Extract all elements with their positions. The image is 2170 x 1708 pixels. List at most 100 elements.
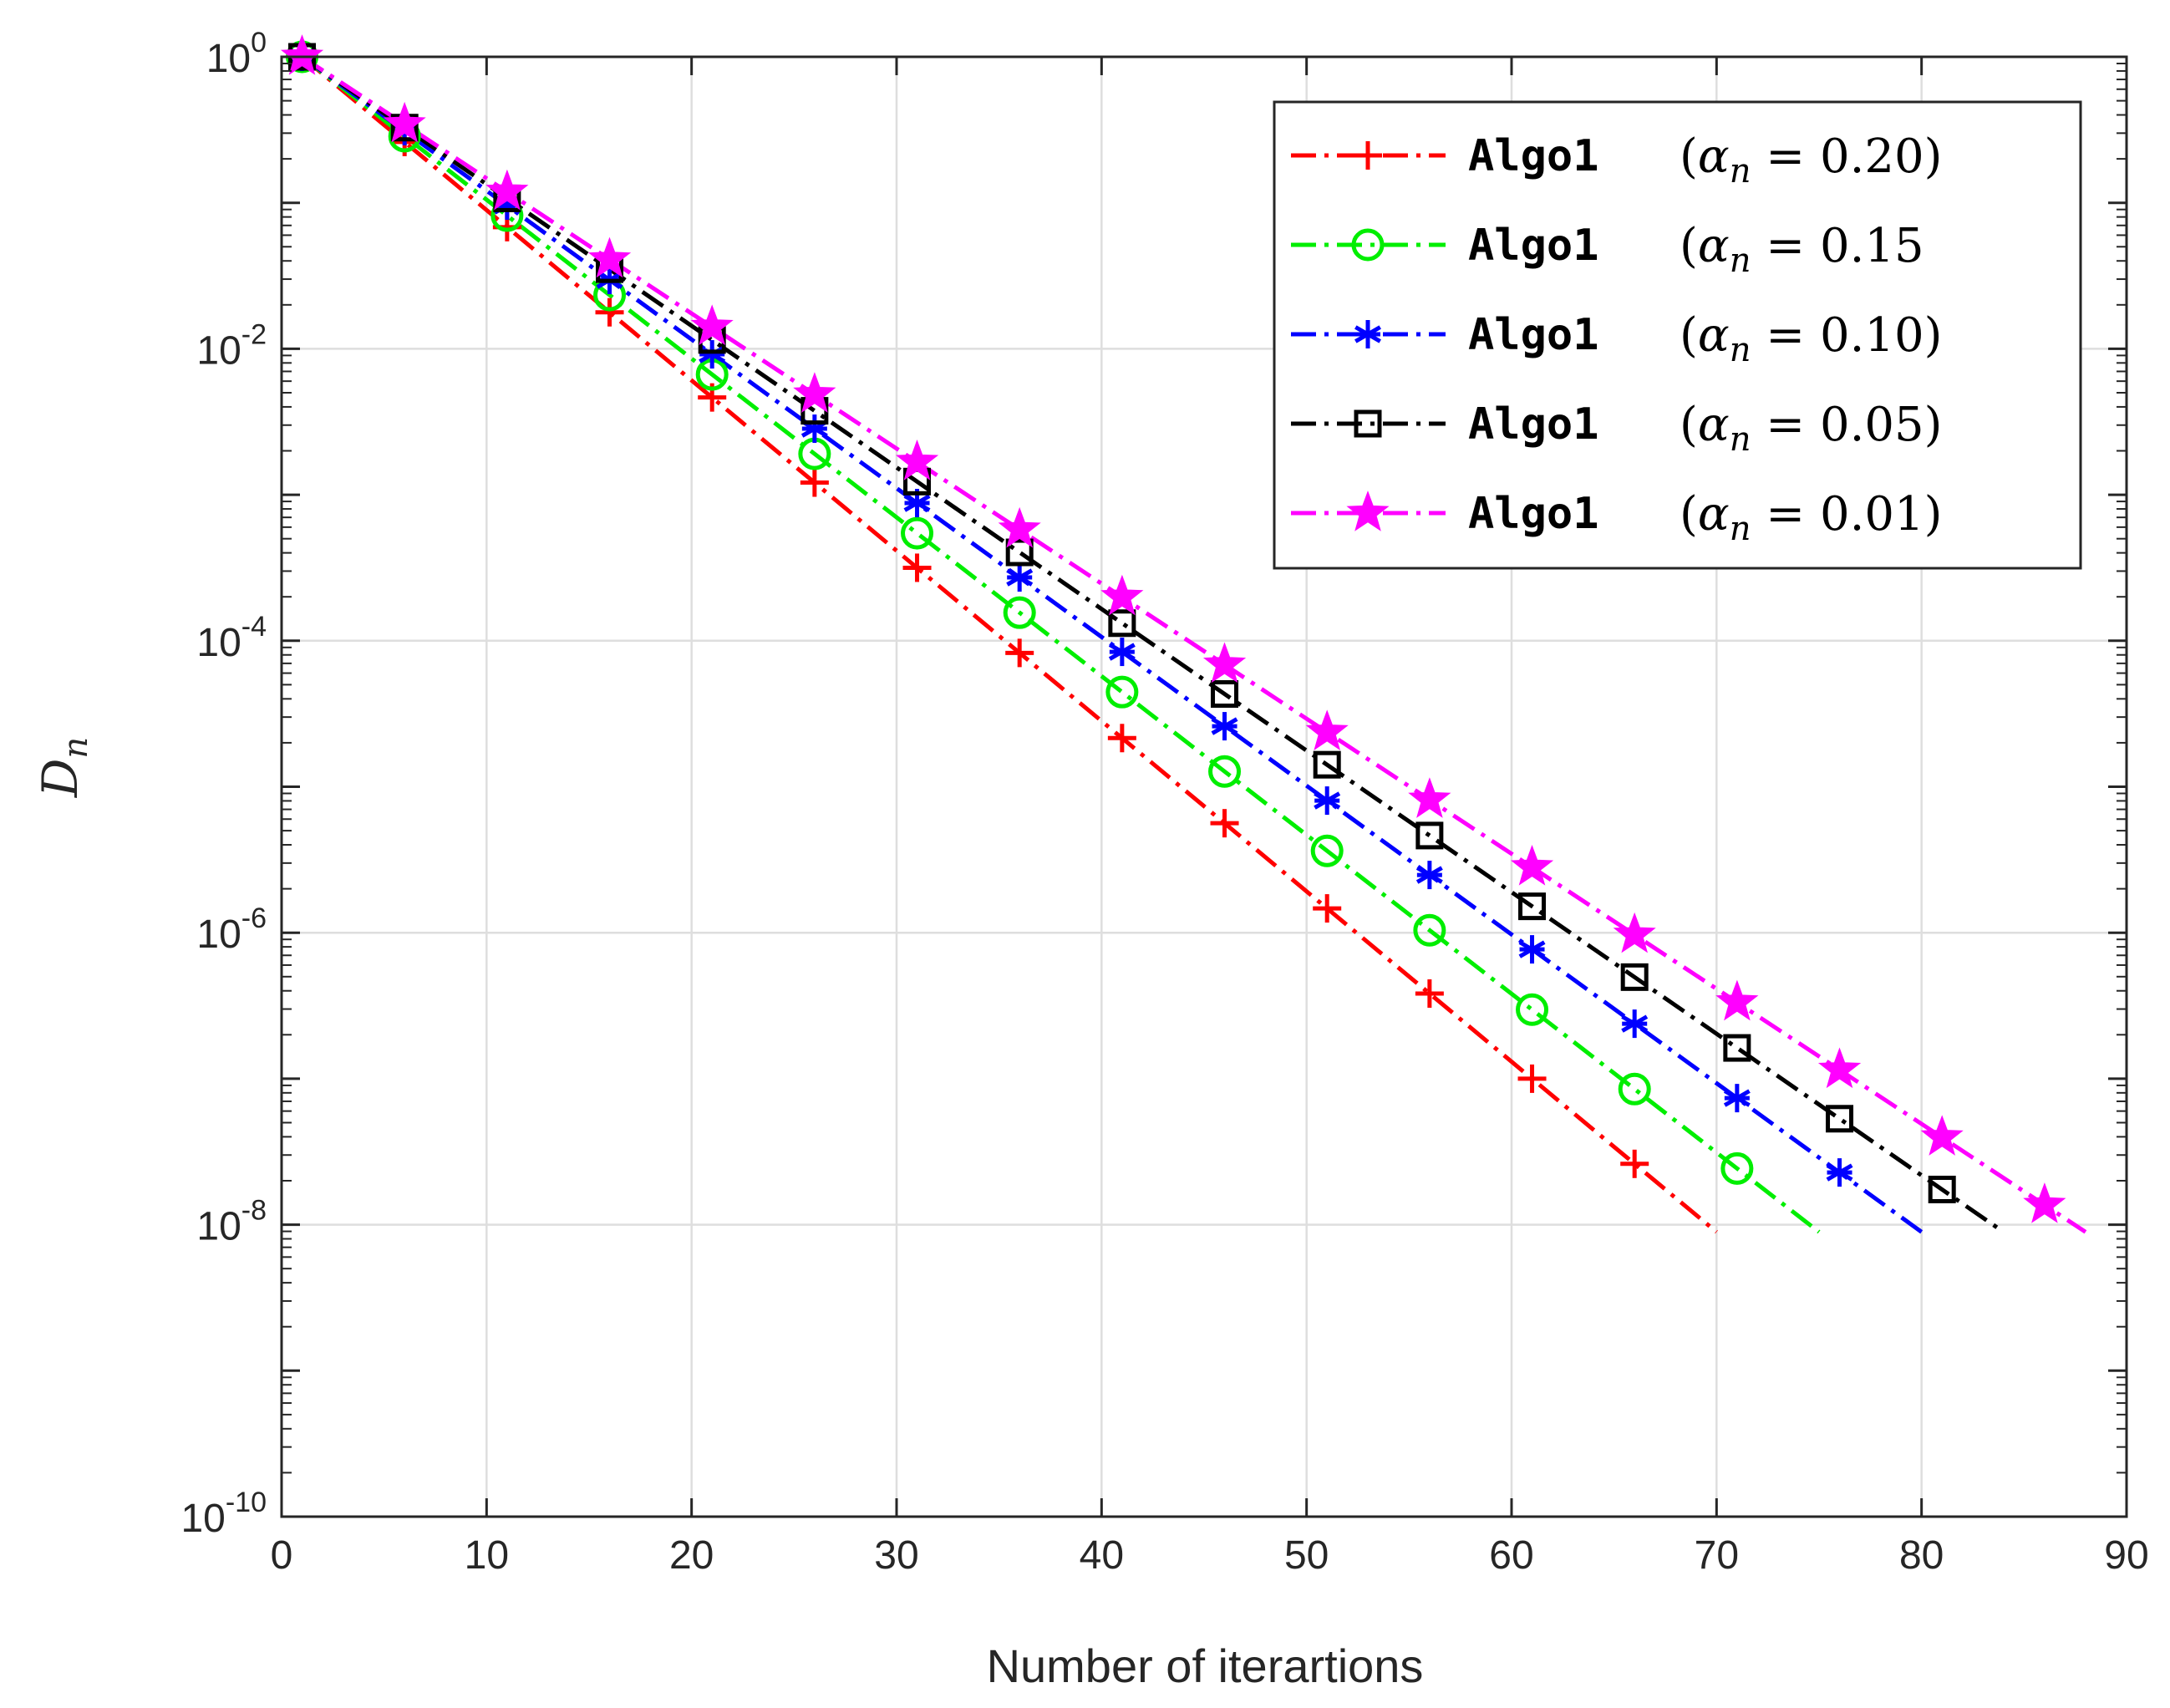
y-tick-exponent: -4 xyxy=(241,611,267,643)
legend-swatch-marker xyxy=(1354,409,1382,438)
series-2-point xyxy=(1723,1084,1751,1113)
series-line-3 xyxy=(301,54,2005,1234)
series-1-point xyxy=(1003,596,1036,629)
legend-swatch-marker xyxy=(1354,320,1381,348)
series-3-point xyxy=(1518,892,1547,921)
series-2-point xyxy=(1826,1158,1853,1187)
y-tick-label: 100 xyxy=(206,27,267,81)
x-tick-label: 10 xyxy=(465,1533,509,1578)
y-axis-label-main: D xyxy=(32,759,89,799)
series-1-point xyxy=(1618,1072,1651,1106)
series-1-point xyxy=(1516,993,1549,1026)
series-line-0 xyxy=(300,55,1718,1234)
series-3-point xyxy=(1415,821,1444,850)
series-3-point xyxy=(1723,1034,1751,1062)
legend-value: 0.05 xyxy=(1820,398,1924,452)
legend-var: α xyxy=(1698,487,1730,541)
x-tick-label: 40 xyxy=(1080,1533,1124,1578)
legend-equals: = xyxy=(1751,487,1820,541)
series-1-point xyxy=(1720,1151,1754,1185)
legend-swatch-marker xyxy=(1346,491,1390,531)
series-0-point xyxy=(1005,638,1034,668)
series-2-point xyxy=(1006,563,1034,592)
x-tick-label: 80 xyxy=(1899,1533,1944,1578)
series-2-point xyxy=(1415,861,1443,890)
legend-open-paren: ( xyxy=(1680,219,1698,273)
y-tick-exponent: -10 xyxy=(226,1487,267,1518)
y-tick-exponent: -8 xyxy=(241,1195,267,1227)
series-4-point xyxy=(1100,574,1144,616)
series-1-point xyxy=(1413,913,1446,947)
series-0-point xyxy=(1415,979,1444,1008)
y-tick-base: 10 xyxy=(206,37,251,81)
series-4-point xyxy=(280,34,324,75)
series-4-point xyxy=(895,439,939,480)
series-3-point xyxy=(1313,750,1341,779)
legend-label-prefix: Algo1 xyxy=(1468,221,1599,271)
legend-value: 0.20 xyxy=(1820,130,1924,184)
series-4-point xyxy=(998,506,1041,548)
series-4-point xyxy=(1715,979,1759,1021)
y-tick-base: 10 xyxy=(196,621,241,665)
legend-label-math: (αn = 0.10) xyxy=(1680,308,1943,369)
series-0-point xyxy=(800,468,829,497)
legend-entry-3: Algo1 (αn = 0.05) xyxy=(1291,398,1943,459)
y-tick-base: 10 xyxy=(180,1497,225,1541)
legend-label-math: (αn = 0.05) xyxy=(1680,398,1943,459)
series-3-point xyxy=(1211,679,1239,708)
legend-sub: n xyxy=(1730,152,1751,191)
x-tick-label: 70 xyxy=(1695,1533,1739,1578)
series-0-point xyxy=(1107,724,1136,753)
x-tick-label: 0 xyxy=(271,1533,293,1578)
legend-var: α xyxy=(1698,308,1730,363)
series-0-point xyxy=(1517,1064,1547,1093)
series-line-1 xyxy=(301,55,1821,1234)
legend-entry-0: Algo1 (αn = 0.20) xyxy=(1291,130,1943,191)
y-tick-base: 10 xyxy=(196,912,241,957)
legend-var: α xyxy=(1698,219,1730,273)
series-4-point xyxy=(383,101,426,143)
legend-close-paren: ) xyxy=(1924,130,1943,184)
series-2-point xyxy=(1211,712,1238,741)
series-1-point xyxy=(1208,755,1242,788)
legend-sub: n xyxy=(1730,331,1751,369)
legend-value: 0.01 xyxy=(1820,487,1924,541)
series-0-point xyxy=(1313,894,1342,923)
x-tick-label: 60 xyxy=(1489,1533,1533,1578)
series-4-point xyxy=(1305,709,1349,751)
series-1-point xyxy=(901,516,934,550)
y-tick-label: 10-10 xyxy=(180,1487,267,1541)
legend-label-math: (αn = 0.20) xyxy=(1680,130,1943,191)
series-4-point xyxy=(1510,845,1554,886)
legend-close-paren: ) xyxy=(1924,398,1943,452)
y-tick-base: 10 xyxy=(196,328,241,373)
legend-open-paren: ( xyxy=(1680,487,1698,541)
legend-box xyxy=(1273,100,2082,570)
legend-equals: = xyxy=(1751,308,1820,363)
legend-close-paren: ) xyxy=(1924,487,1943,541)
legend-sub: n xyxy=(1730,420,1751,459)
legend-swatch-marker xyxy=(1351,228,1385,262)
legend-label-prefix: Algo1 xyxy=(1468,131,1599,181)
legend-entry-4: Algo1 (αn = 0.01) xyxy=(1291,487,1943,548)
y-tick-label: 10-6 xyxy=(196,902,267,957)
y-axis-label-subscript: n xyxy=(57,737,95,759)
x-axis-label: Number of iterartions xyxy=(987,1639,1424,1692)
series-3-point xyxy=(1005,538,1034,567)
legend-var: α xyxy=(1698,398,1730,452)
series-0-point xyxy=(595,297,624,327)
series-4-point xyxy=(2023,1182,2066,1223)
legend-open-paren: ( xyxy=(1680,398,1698,452)
series-4-point xyxy=(793,372,836,413)
series-0-point xyxy=(1620,1149,1649,1178)
series-0-point xyxy=(1210,809,1239,838)
y-tick-exponent: -6 xyxy=(241,902,267,934)
y-tick-exponent: -2 xyxy=(241,318,267,350)
legend-close-paren: ) xyxy=(1924,308,1943,363)
x-tick-label: 50 xyxy=(1284,1533,1329,1578)
series-4-point xyxy=(1920,1115,1964,1156)
legend-label-math: (αn = 0.01) xyxy=(1680,487,1943,548)
legend-sub: n xyxy=(1730,510,1751,548)
